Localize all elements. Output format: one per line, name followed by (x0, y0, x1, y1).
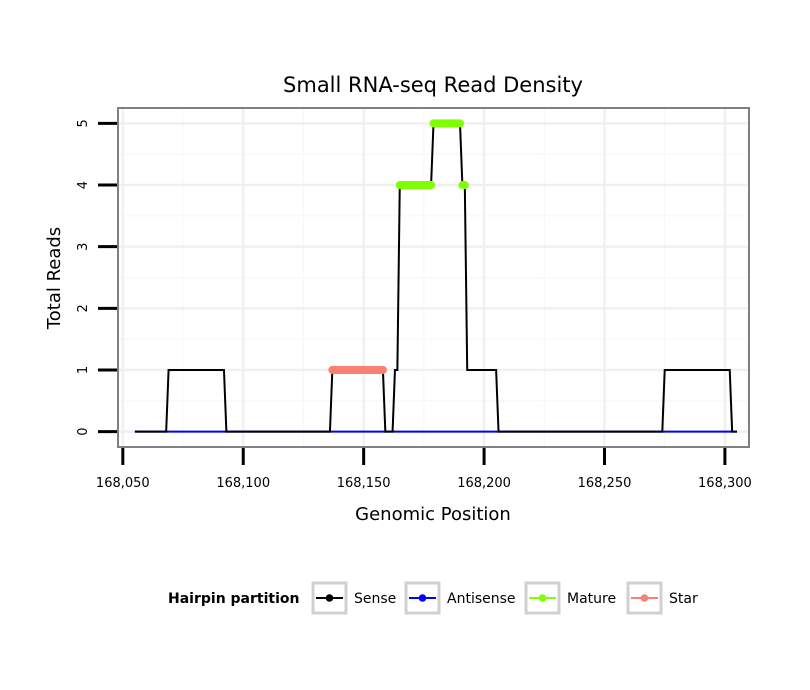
legend-key-point-star (640, 594, 649, 602)
y-tick-label: 1 (76, 366, 91, 374)
legend: Hairpin partition Sense Antisense Mature St… (168, 581, 698, 615)
legend-key-point-antisense (418, 594, 427, 602)
y-tick-label: 4 (76, 181, 91, 189)
legend-key-point-sense (325, 594, 334, 602)
plot-border (117, 107, 750, 448)
legend-label-sense: Sense (354, 591, 396, 607)
legend-label-antisense: Antisense (447, 591, 516, 607)
data-point-mature (461, 181, 469, 189)
x-tick-label: 168,100 (216, 476, 270, 491)
legend-title: Hairpin partition (168, 591, 299, 607)
y-tick-label: 0 (76, 427, 91, 435)
series-layer (134, 119, 737, 433)
y-axis: 0 1 2 3 4 5 (76, 119, 117, 436)
x-axis: 168,050 168,100 168,150 168,200 168,250 168,3… (96, 448, 752, 491)
x-tick-label: 168,250 (578, 476, 632, 491)
x-tick-label: 168,200 (457, 476, 511, 491)
y-tick-label: 3 (76, 243, 91, 251)
x-tick-label: 168,300 (698, 476, 752, 491)
data-point-star (379, 366, 387, 374)
legend-label-star: Star (669, 591, 698, 607)
x-tick-label: 168,150 (337, 476, 391, 491)
chart-title: Small RNA-seq Read Density (283, 73, 583, 97)
plot-panel (117, 107, 750, 448)
y-tick-label: 5 (76, 119, 91, 127)
legend-key-point-mature (538, 594, 547, 602)
y-tick-label: 2 (76, 304, 91, 312)
x-axis-title: Genomic Position (355, 504, 511, 525)
x-tick-label: 168,050 (96, 476, 150, 491)
data-point-mature (456, 119, 464, 128)
y-axis-title: Total Reads (44, 227, 65, 330)
legend-label-mature: Mature (567, 591, 616, 607)
data-point-mature (427, 181, 435, 189)
